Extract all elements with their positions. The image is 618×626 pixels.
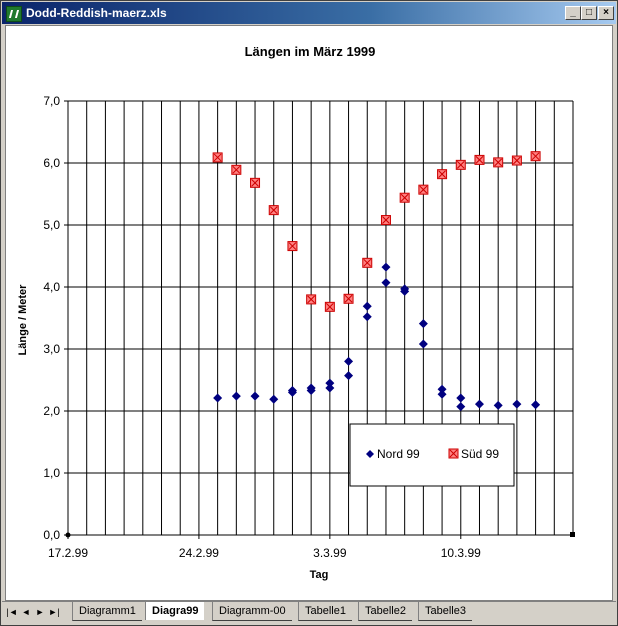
sued-99-point (530, 151, 541, 162)
tab-tabelle3[interactable]: Tabelle3 (418, 602, 472, 621)
close-button[interactable]: × (598, 6, 614, 20)
nord-99-point (400, 286, 410, 296)
nord-99-point (418, 339, 428, 349)
sued-99-point (268, 205, 279, 216)
legend-label-sued-99: Süd 99 (461, 447, 499, 461)
sued-99-point (250, 177, 261, 188)
maximize-button[interactable]: □ (581, 6, 597, 20)
nord-99-point (269, 394, 279, 404)
sued-99-point (399, 192, 410, 203)
y-tick-label: 1,0 (43, 466, 60, 480)
chart-title: Längen im März 1999 (245, 44, 376, 59)
y-tick-label: 5,0 (43, 218, 60, 232)
sued-99-point (511, 155, 522, 166)
sued-99-point (362, 257, 373, 268)
nord-99-point (381, 278, 391, 288)
first-sheet-button[interactable]: |◄ (6, 607, 18, 617)
window-title: Dodd-Reddish-maerz.xls (26, 6, 167, 20)
sued-99-point (437, 169, 448, 180)
nord-99-point (493, 400, 503, 410)
tab-tabelle2[interactable]: Tabelle2 (358, 602, 412, 621)
next-sheet-button[interactable]: ► (35, 607, 45, 617)
prev-sheet-button[interactable]: ◄ (21, 607, 31, 617)
nord-99-point (437, 384, 447, 394)
nord-99-point (325, 378, 335, 388)
excel-file-icon (6, 6, 22, 22)
nord-99-point (344, 356, 354, 366)
nord-99-point (456, 402, 466, 412)
sued-99-point (493, 157, 504, 168)
sued-99-point (343, 293, 354, 304)
nord-99-point (213, 393, 223, 403)
x-axis-label: Tag (310, 569, 329, 581)
nord-99-point (512, 399, 522, 409)
y-tick-label: 7,0 (43, 94, 60, 108)
sued-99-point (306, 294, 317, 305)
nord-99-point (231, 391, 241, 401)
y-tick-label: 0,0 (43, 528, 60, 542)
nord-99-point (531, 400, 541, 410)
sued-99-point (474, 154, 485, 165)
nord-99-point (418, 319, 428, 329)
nord-99-point (306, 386, 316, 396)
nord-99-point (437, 389, 447, 399)
sued-99-point (324, 301, 335, 312)
nord-99-point (287, 386, 297, 396)
tab-diagramm-00[interactable]: Diagramm-00 (212, 602, 292, 621)
chart-sheet[interactable]: Längen im März 1999 0,0 1,0 2,0 3,0 4,0 5,0 6,… (5, 25, 613, 601)
x-axis-ticks: 17.2.99 24.2.99 3.3.99 10.3.99 (48, 532, 575, 560)
y-tick-label: 6,0 (43, 156, 60, 170)
last-sheet-button[interactable]: ►| (48, 607, 60, 617)
nord-99-point (362, 312, 372, 322)
sued-99-point (231, 164, 242, 175)
y-axis-label: Länge / Meter (17, 284, 29, 356)
axis-end-marker (570, 532, 575, 537)
y-tick-label: 4,0 (43, 280, 60, 294)
tab-diagramm1[interactable]: Diagramm1 (72, 602, 142, 621)
nord-99-point (325, 383, 335, 393)
tab-tabelle1[interactable]: Tabelle1 (298, 602, 352, 621)
legend-marker-nord-99 (366, 450, 374, 458)
legend-box (349, 423, 515, 487)
sheet-tab-bar: |◄ ◄ ► ►| Diagramm1 Diagra99 Diagramm-00… (2, 601, 616, 624)
nord-99-point (362, 301, 372, 311)
legend-marker-sued-99 (448, 448, 459, 459)
data-points (212, 151, 541, 412)
y-tick-label: 3,0 (43, 342, 60, 356)
sued-99-point (287, 241, 298, 252)
axis-origin-marker (65, 532, 71, 538)
legend-label-nord-99: Nord 99 (377, 447, 420, 461)
sued-99-point (418, 184, 429, 195)
title-bar[interactable]: Dodd-Reddish-maerz.xls _ □ × (2, 2, 616, 24)
y-axis-ticks: 0,0 1,0 2,0 3,0 4,0 5,0 6,0 7,0 (43, 94, 68, 542)
x-tick-label: 17.2.99 (48, 546, 88, 560)
x-tick-label: 24.2.99 (179, 546, 219, 560)
sued-99-point (212, 152, 223, 163)
x-tick-label: 3.3.99 (313, 546, 347, 560)
chart-legend[interactable]: Nord 99 Süd 99 (349, 423, 515, 487)
nord-99-point (344, 371, 354, 381)
nord-99-point (381, 262, 391, 272)
nord-99-point (474, 399, 484, 409)
nord-99-point (456, 393, 466, 403)
sued-99-point (455, 159, 466, 170)
x-tick-label: 10.3.99 (441, 546, 481, 560)
scatter-chart[interactable]: Längen im März 1999 0,0 1,0 2,0 3,0 4,0 5,0 6,… (6, 26, 612, 600)
sued-99-point (380, 215, 391, 226)
minimize-button[interactable]: _ (565, 6, 581, 20)
y-tick-label: 2,0 (43, 404, 60, 418)
nord-99-point (250, 391, 260, 401)
tab-diagra99[interactable]: Diagra99 (145, 602, 205, 620)
